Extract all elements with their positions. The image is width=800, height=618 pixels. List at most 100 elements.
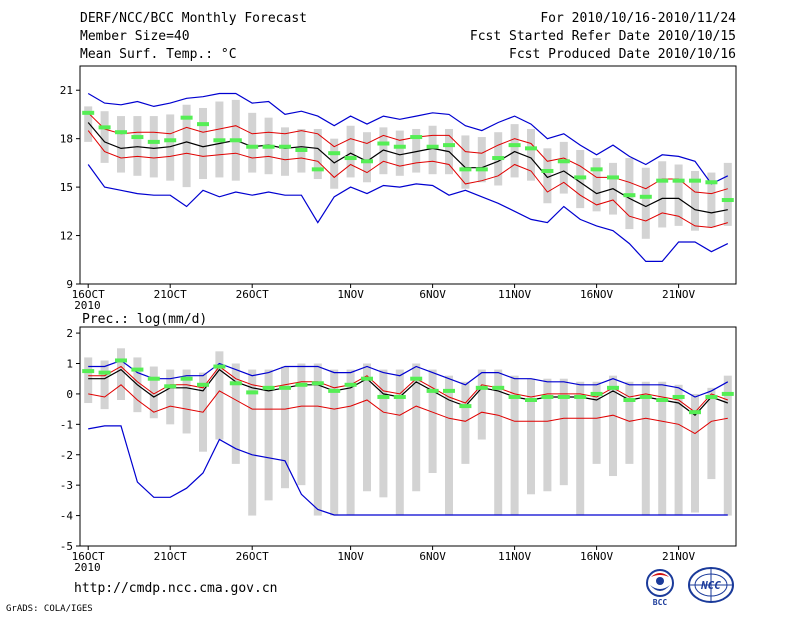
source-url[interactable]: http://cmdp.ncc.cma.gov.cn xyxy=(74,581,278,596)
temperature-y-tick-label: 15 xyxy=(60,181,73,194)
precipitation-box-day-13 xyxy=(281,366,289,489)
precipitation-box-day-40 xyxy=(723,375,732,516)
temperature-box-day-3 xyxy=(117,116,125,173)
temperature-x-year-label: 2010 xyxy=(74,299,101,312)
temperature-x-tick-label: 26OCT xyxy=(236,288,269,301)
temperature-observed-marker-28 xyxy=(525,146,537,151)
precipitation-y-tick-label: 2 xyxy=(66,327,73,340)
precipitation-observed-marker-21 xyxy=(410,376,423,381)
ncc-logo-text: NCC xyxy=(700,579,721,592)
temperature-line-mean-sd xyxy=(87,112,728,195)
temperature-box-day-28 xyxy=(527,128,535,181)
precipitation-observed-marker-2 xyxy=(98,370,111,375)
temperature-box-day-5 xyxy=(149,116,158,178)
temperature-x-tick-label: 1NOV xyxy=(337,288,364,301)
precipitation-observed-marker-39 xyxy=(705,394,718,399)
precipitation-observed-marker-12 xyxy=(262,385,275,390)
precipitation-observed-marker-40 xyxy=(721,391,734,396)
precipitation-box-day-39 xyxy=(707,387,716,480)
temperature-observed-marker-13 xyxy=(279,144,291,149)
temperature-x-tick-label: 21NOV xyxy=(662,288,695,301)
temperature-observed-marker-39 xyxy=(705,180,718,185)
precipitation-x-tick-label: 16NOV xyxy=(580,550,613,563)
precipitation-observed-marker-38 xyxy=(689,410,701,415)
precipitation-box-day-31 xyxy=(576,381,585,516)
precipitation-box-day-33 xyxy=(609,375,617,477)
temperature-box-day-25 xyxy=(477,137,486,183)
precipitation-observed-marker-30 xyxy=(557,394,570,399)
temperature-y-tick-label: 21 xyxy=(60,84,73,97)
temperature-box-day-39 xyxy=(707,172,716,228)
temperature-observed-marker-21 xyxy=(410,135,423,140)
precipitation-box-day-16 xyxy=(330,369,339,516)
precipitation-y-tick-label: -4 xyxy=(60,510,74,523)
temperature-box-day-18 xyxy=(363,132,371,183)
precipitation-observed-marker-8 xyxy=(197,382,209,387)
precipitation-box-day-1 xyxy=(84,357,93,404)
precipitation-observed-marker-4 xyxy=(131,367,144,372)
temperature-box-day-13 xyxy=(281,127,289,176)
precipitation-observed-marker-5 xyxy=(147,376,160,381)
precipitation-observed-marker-3 xyxy=(115,358,127,363)
temperature-box-day-29 xyxy=(543,148,552,204)
precipitation-box-day-32 xyxy=(592,381,601,464)
logos: BCC NCC xyxy=(646,567,734,607)
temperature-box-day-37 xyxy=(674,164,683,226)
temperature-box-day-8 xyxy=(199,107,207,180)
precipitation-observed-marker-13 xyxy=(279,385,291,390)
precipitation-x-tick-label: 21OCT xyxy=(154,550,187,563)
precipitation-observed-marker-20 xyxy=(393,394,406,399)
precipitation-box-day-9 xyxy=(215,351,224,440)
precipitation-title: Prec.: log(mm/d) xyxy=(82,312,207,327)
precipitation-observed-marker-23 xyxy=(443,388,455,393)
precipitation-observed-marker-10 xyxy=(229,381,242,386)
precipitation-box-day-22 xyxy=(428,369,437,473)
temperature-box-day-38 xyxy=(691,170,699,231)
temperature-x-tick-label: 21OCT xyxy=(154,288,187,301)
temperature-plot-frame xyxy=(79,65,737,285)
precipitation-box-day-34 xyxy=(625,381,634,464)
temperature-box-day-11 xyxy=(248,112,257,173)
precipitation-observed-marker-34 xyxy=(623,398,636,402)
temperature-box-day-35 xyxy=(641,167,650,239)
temperature-observed-marker-20 xyxy=(393,144,406,149)
precipitation-observed-marker-24 xyxy=(459,404,472,409)
temperature-box-day-20 xyxy=(395,130,404,176)
precipitation-box-day-36 xyxy=(658,381,667,516)
temperature-box-day-15 xyxy=(313,128,322,180)
precipitation-y-tick-label: -3 xyxy=(60,479,73,492)
precipitation-box-day-10 xyxy=(231,363,240,464)
temperature-box-day-4 xyxy=(133,116,142,176)
temperature-box-day-19 xyxy=(379,127,388,175)
precipitation-observed-marker-9 xyxy=(213,364,226,369)
precipitation-y-tick-label: -2 xyxy=(60,449,73,462)
precipitation-box-day-2 xyxy=(100,360,109,410)
temperature-observed-marker-25 xyxy=(475,167,488,172)
precipitation-y-tick-label: -1 xyxy=(60,418,73,431)
temperature-observed-marker-31 xyxy=(574,175,587,180)
precipitation-plot-frame xyxy=(79,326,737,547)
precipitation-observed-marker-18 xyxy=(361,376,373,381)
temperature-line-mean-sd xyxy=(87,130,728,229)
member-size-label: Member Size=40 xyxy=(80,29,190,44)
precipitation-box-day-24 xyxy=(461,381,470,464)
precipitation-box-day-15 xyxy=(313,363,322,516)
precipitation-line-mean-sd xyxy=(88,365,728,413)
temperature-observed-marker-6 xyxy=(164,138,177,143)
precipitation-box-day-21 xyxy=(412,363,421,492)
temperature-observed-marker-15 xyxy=(311,167,324,172)
temperature-x-tick-label: 11NOV xyxy=(498,288,531,301)
precipitation-x-tick-label: 1NOV xyxy=(337,550,364,563)
forecast-period-label: For 2010/10/16-2010/11/24 xyxy=(540,11,736,26)
forecast-start-label: Fcst Started Refer Date 2010/10/15 xyxy=(469,29,736,44)
precipitation-observed-marker-32 xyxy=(590,391,603,396)
temperature-box-day-1 xyxy=(84,106,93,142)
temperature-observed-marker-29 xyxy=(541,168,554,173)
temperature-box-day-2 xyxy=(100,111,109,163)
precipitation-box-day-20 xyxy=(395,369,404,516)
temperature-y-tick-label: 12 xyxy=(60,230,73,243)
temperature-box-day-27 xyxy=(510,124,519,178)
precipitation-line-ensemble-mean xyxy=(88,368,729,417)
